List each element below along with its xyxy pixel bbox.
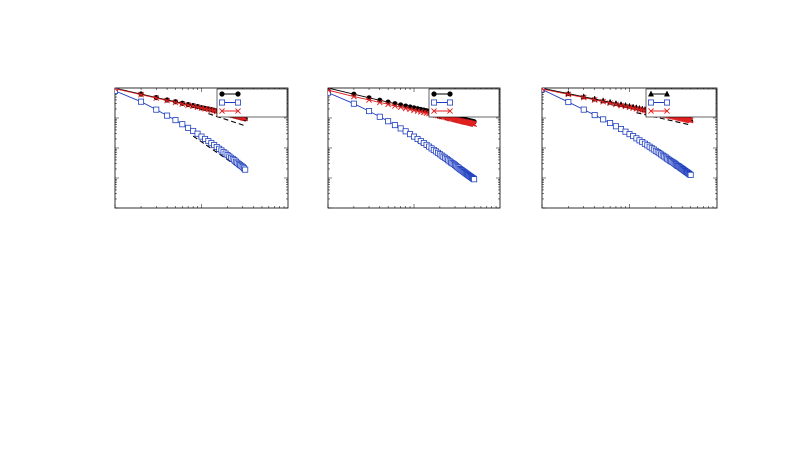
data-point [612,123,619,130]
data-point [591,112,598,119]
data-point [185,124,192,131]
legend-marker [218,99,225,106]
data-point [613,101,619,108]
legend-marker [234,99,241,106]
data-point [153,106,160,113]
data-point [471,121,478,127]
data-point [376,113,383,120]
data-point [190,103,197,110]
legend-marker [431,91,437,97]
data-point [242,166,249,173]
data-point [607,100,614,107]
data-point [385,101,392,108]
series-2 [115,88,249,173]
legend-marker [235,91,241,97]
legend-box [216,88,288,118]
legend-box [645,88,717,118]
data-point [115,88,118,92]
data-point [179,121,186,128]
data-point [565,99,572,106]
data-point [392,103,398,109]
data-point [385,118,392,125]
data-point [328,88,331,94]
data-point [402,105,409,112]
legend-marker [664,108,670,114]
data-point [179,100,186,107]
panel-2 [327,87,501,209]
data-point [397,104,404,111]
legend-marker [664,99,671,106]
legend-marker [647,90,655,97]
data-point [138,91,144,98]
data-point [685,117,692,123]
legend-marker [648,99,655,106]
data-point [580,94,587,101]
data-point [411,107,417,114]
data-point [172,99,179,106]
legend-marker [663,90,671,97]
data-point [153,95,160,102]
legend [645,88,717,118]
legend-marker [447,91,453,97]
reference-slope-line [208,113,246,127]
data-point [600,116,607,123]
data-point [471,176,478,183]
data-point [172,117,179,124]
data-point [350,100,357,107]
data-point [138,98,145,105]
series-2 [542,88,694,178]
data-point [600,98,607,105]
data-point [687,117,694,124]
data-point [376,99,383,106]
data-point [618,102,624,109]
legend [428,88,500,118]
legend [216,88,288,118]
legend-marker [431,108,437,114]
data-point [164,112,171,119]
legend-box [428,88,500,118]
data-point [565,91,572,98]
series-2 [328,89,478,183]
data-point [366,108,373,115]
data-point [687,171,694,178]
data-point [350,93,357,100]
panel-1 [114,87,289,209]
legend-marker [447,108,453,114]
data-point [366,97,372,103]
data-point [607,120,614,127]
legend-marker [446,99,453,106]
legend-marker [219,108,225,114]
data-point [580,106,587,113]
data-point [391,122,398,129]
data-point [397,125,404,132]
data-point [164,97,170,104]
data-point [185,102,192,109]
legend-marker [430,99,437,106]
legend-marker [648,108,654,114]
reference-slope-line [636,112,690,126]
legend-marker [219,91,225,97]
panel-3 [541,87,718,209]
legend-marker [235,108,241,114]
data-point [591,97,598,103]
data-point [542,88,545,92]
